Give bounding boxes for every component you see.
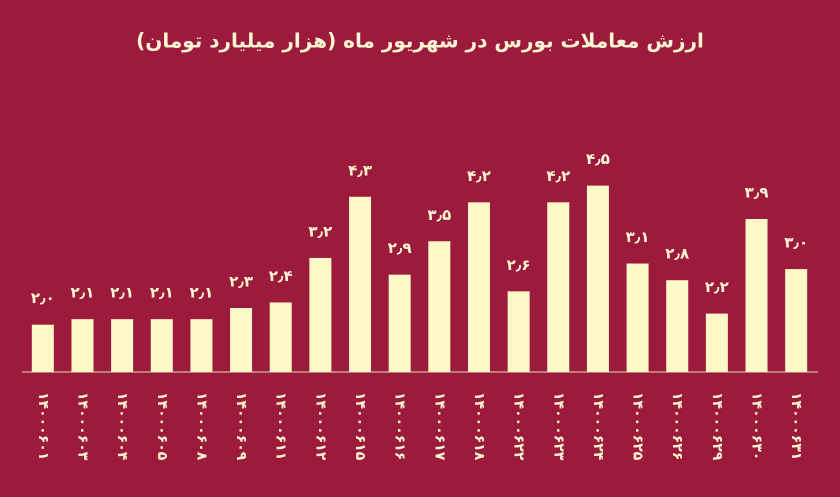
value-label: ۲٫۹ bbox=[388, 239, 412, 257]
value-label: ۲٫۶ bbox=[507, 256, 531, 274]
x-tick-label: ۱۴۰۰۰۶۰۴ bbox=[114, 392, 130, 461]
value-label: ۳٫۲ bbox=[308, 222, 332, 240]
bar bbox=[586, 185, 609, 372]
value-label: ۲٫۴ bbox=[269, 267, 293, 285]
bar bbox=[309, 257, 332, 372]
value-label: ۳٫۵ bbox=[427, 206, 451, 224]
value-label: ۳٫۰ bbox=[784, 234, 808, 252]
value-label: ۲٫۸ bbox=[665, 245, 689, 263]
x-tick-label: ۱۴۰۰۰۶۱۷ bbox=[431, 392, 447, 461]
x-tick-label: ۱۴۰۰۰۶۱۱ bbox=[273, 392, 289, 460]
value-label: ۳٫۹ bbox=[745, 184, 769, 202]
x-tick-label: ۱۴۰۰۰۶۱۶ bbox=[392, 392, 408, 460]
bar bbox=[626, 263, 649, 372]
x-tick-label: ۱۴۰۰۰۶۲۶ bbox=[669, 392, 685, 460]
x-tick-label: ۱۴۰۰۰۶۱۲ bbox=[312, 392, 328, 461]
bar bbox=[150, 319, 173, 372]
value-label: ۲٫۱ bbox=[71, 284, 95, 302]
x-tick-label: ۱۴۰۰۰۶۰۵ bbox=[154, 392, 170, 461]
x-tick-label: ۱۴۰۰۰۶۲۴ bbox=[590, 392, 606, 461]
bar bbox=[745, 219, 768, 372]
bar bbox=[666, 280, 689, 372]
bar bbox=[388, 274, 411, 372]
bar bbox=[428, 241, 451, 372]
bar bbox=[71, 319, 94, 372]
value-label: ۲٫۱ bbox=[110, 284, 134, 302]
x-tick-label: ۱۴۰۰۰۶۰۳ bbox=[74, 392, 90, 461]
bar bbox=[349, 196, 372, 372]
bar bbox=[705, 313, 728, 372]
bar bbox=[230, 308, 253, 372]
x-tick-label: ۱۴۰۰۰۶۰۹ bbox=[233, 392, 249, 461]
bar bbox=[269, 302, 292, 372]
value-label: ۴٫۳ bbox=[348, 161, 372, 179]
bar bbox=[111, 319, 134, 372]
bar bbox=[507, 291, 530, 372]
bar bbox=[190, 319, 213, 372]
x-tick-label: ۱۴۰۰۰۶۲۲ bbox=[511, 392, 527, 461]
x-tick-label: ۱۴۰۰۰۶۲۳ bbox=[550, 392, 566, 461]
x-tick-label: ۱۴۰۰۰۶۲۹ bbox=[709, 392, 725, 461]
bar bbox=[547, 202, 570, 372]
value-label: ۳٫۱ bbox=[626, 228, 650, 246]
x-tick-label: ۱۴۰۰۰۶۱۸ bbox=[471, 392, 487, 461]
chart-title: ارزش معاملات بورس در شهریور ماه (هزار می… bbox=[136, 29, 704, 53]
value-label: ۴٫۲ bbox=[467, 167, 491, 185]
value-label: ۴٫۵ bbox=[586, 150, 610, 168]
value-label: ۴٫۲ bbox=[546, 167, 570, 185]
bar bbox=[785, 269, 808, 372]
x-tick-label: ۱۴۰۰۰۶۳۱ bbox=[788, 392, 804, 460]
bar bbox=[31, 324, 54, 372]
x-tick-label: ۱۴۰۰۰۶۰۱ bbox=[35, 392, 51, 460]
value-label: ۲٫۱ bbox=[150, 284, 174, 302]
x-tick-label: ۱۴۰۰۰۶۰۸ bbox=[193, 392, 209, 461]
bar bbox=[467, 202, 490, 372]
x-tick-label: ۱۴۰۰۰۶۲۵ bbox=[630, 392, 646, 461]
x-tick-label: ۱۴۰۰۰۶۳۰ bbox=[749, 392, 765, 460]
value-label: ۲٫۳ bbox=[229, 273, 253, 291]
value-label: ۲٫۰ bbox=[31, 289, 55, 307]
x-tick-label: ۱۴۰۰۰۶۱۵ bbox=[352, 392, 368, 461]
value-label: ۲٫۱ bbox=[189, 284, 213, 302]
value-label: ۲٫۲ bbox=[705, 278, 729, 296]
